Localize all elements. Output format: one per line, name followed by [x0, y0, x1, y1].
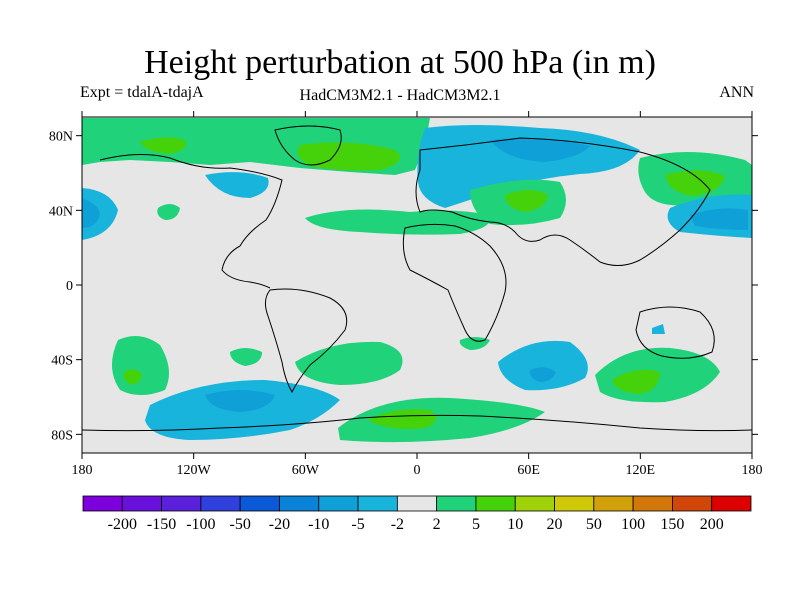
- lon-tick-label: 120W: [177, 463, 212, 478]
- model-label: HadCM3M2.1 - HadCM3M2.1: [299, 87, 501, 104]
- lon-tick-label: 60W: [292, 463, 320, 478]
- lat-tick-label: 40N: [49, 204, 73, 219]
- west-pacific-negative-core: [690, 208, 748, 230]
- lat-tick-label: 40S: [51, 354, 73, 369]
- colorbar: -200 -150 -100 -50 -20 -10 -5 -2 2 5 10 20 50 100 150 2…: [82, 495, 752, 533]
- mediterranean-positive-strip: [305, 209, 491, 235]
- antarctic-positive-core: [368, 409, 437, 429]
- colorbar-label: -5: [351, 516, 364, 533]
- colorbar-swatch: [82, 495, 123, 512]
- antarctica-coast: [82, 414, 752, 432]
- dateline-negative-region: [82, 188, 118, 240]
- colorbar-swatch: [554, 495, 595, 512]
- canada-negative-region: [205, 172, 269, 198]
- colorbar-swatch: [161, 495, 202, 512]
- lon-tick-label: 180: [742, 463, 763, 478]
- greenland-positive-core: [297, 142, 400, 171]
- colorbar-label: -200: [108, 516, 137, 533]
- coastlines: [82, 125, 752, 432]
- contour-fields: [82, 118, 752, 443]
- australia-positive-core: [612, 369, 660, 394]
- south-pacific-small-positive: [230, 348, 262, 366]
- colorbar-swatch: [200, 495, 241, 512]
- alaska-positive-core: [140, 137, 186, 154]
- axis-ticks: 180 120W 60W 0 60E 120E 180 80N 40N 0 40S 80S: [49, 111, 763, 478]
- antarctic-positive-region: [338, 397, 545, 443]
- experiment-label: Expt = tdalA-tdajA: [80, 84, 204, 101]
- lon-tick-label: 60E: [517, 463, 540, 478]
- dateline-negative-core: [82, 198, 100, 228]
- colorbar-swatch: [279, 495, 320, 512]
- australia-coast: [635, 306, 715, 359]
- colorbar-swatch: [357, 495, 398, 512]
- colorbar-label: 200: [700, 516, 724, 533]
- lat-tick-label: 80N: [49, 130, 73, 145]
- colorbar-label: 50: [586, 516, 602, 533]
- colorbar-swatch: [475, 495, 516, 512]
- colorbar-label: 2: [433, 516, 441, 533]
- colorbar-label: 20: [547, 516, 563, 533]
- colorbar-swatch: [396, 495, 438, 512]
- colorbar-label: 100: [621, 516, 645, 533]
- south-america-coast: [264, 288, 348, 394]
- colorbar-label: -50: [230, 516, 251, 533]
- colorbar-swatch: [711, 495, 752, 512]
- colorbar-label: -10: [308, 516, 329, 533]
- tasman-small-negative: [652, 324, 665, 334]
- colorbar-label: -150: [147, 516, 176, 533]
- indian-ocean-negative-core: [529, 367, 556, 382]
- colorbar-swatch: [593, 495, 634, 512]
- colorbar-swatch: [436, 495, 477, 512]
- central-asia-positive-core: [505, 190, 548, 212]
- colorbar-swatch: [514, 495, 555, 512]
- colorbar-label: 10: [507, 516, 523, 533]
- colorbar-swatch: [318, 495, 359, 512]
- colorbar-swatch: [121, 495, 162, 512]
- south-atlantic-small-positive: [459, 337, 490, 350]
- colorbar-label: 150: [660, 516, 684, 533]
- south-america-negative-core: [205, 390, 275, 412]
- siberia-negative-core: [490, 138, 590, 162]
- lon-tick-label: 180: [72, 463, 93, 478]
- greenland-coast: [274, 125, 342, 166]
- colorbar-label: -100: [186, 516, 215, 533]
- lon-tick-label: 0: [414, 463, 421, 478]
- north-america-coast: [99, 153, 283, 289]
- lon-tick-label: 120E: [626, 463, 656, 478]
- indian-ocean-negative-region: [498, 340, 588, 391]
- north-atlantic-small-positive: [157, 204, 180, 220]
- season-label: ANN: [719, 84, 754, 101]
- africa-coast: [402, 223, 507, 342]
- south-pacific-positive-core: [123, 369, 142, 385]
- colorbar-label: 5: [472, 516, 480, 533]
- colorbar-swatch: [672, 495, 713, 512]
- colorbar-label: -2: [391, 516, 404, 533]
- colorbar-swatch: [239, 495, 280, 512]
- colorbar-swatch: [632, 495, 673, 512]
- eurasia-coast: [415, 137, 711, 266]
- lat-tick-label: 80S: [51, 428, 73, 443]
- plot-title: Height perturbation at 500 hPa (in m): [144, 44, 656, 81]
- colorbar-label: -20: [269, 516, 290, 533]
- south-atlantic-positive-region: [295, 341, 403, 385]
- lat-tick-label: 0: [66, 279, 73, 294]
